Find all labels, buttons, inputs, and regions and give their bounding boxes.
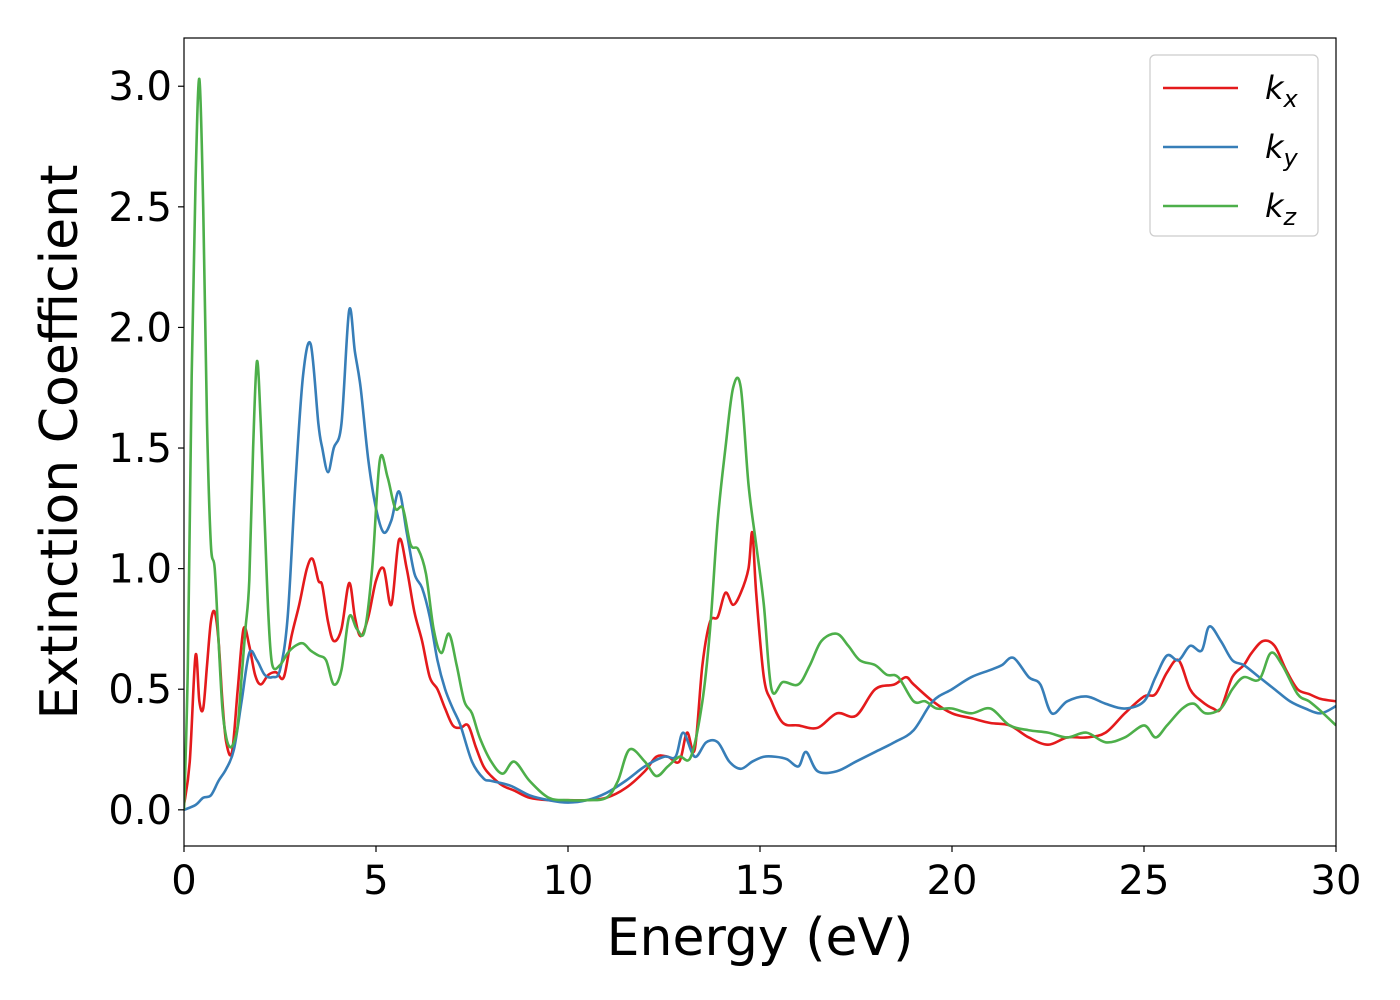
legend-box xyxy=(1149,54,1319,237)
legend-label-ky: ky xyxy=(1265,128,1299,172)
x-tick-label: 30 xyxy=(1311,858,1362,904)
legend-label-base: k xyxy=(1265,128,1285,166)
series-layer xyxy=(184,77,1336,812)
y-tick-label: 3.0 xyxy=(108,64,172,110)
legend-label-base: k xyxy=(1265,69,1285,107)
y-tick-label: 2.5 xyxy=(108,185,172,231)
y-tick-label: 0.5 xyxy=(108,667,172,713)
y-tick-label: 1.0 xyxy=(108,547,172,593)
x-tick-label: 25 xyxy=(1119,858,1170,904)
y-axis: 0.0 0.5 1.0 1.5 2.0 2.5 3.0 xyxy=(108,64,184,834)
x-tick-label: 0 xyxy=(171,858,196,904)
x-tick-label: 20 xyxy=(927,858,978,904)
y-tick-label: 1.5 xyxy=(108,426,172,472)
x-tick-label: 10 xyxy=(543,858,594,904)
series-line-kz xyxy=(184,77,1336,810)
legend-label-subscript: x xyxy=(1283,85,1299,113)
legend-label-kx: kx xyxy=(1265,69,1299,113)
x-tick-label: 5 xyxy=(363,858,388,904)
y-axis-label: Extinction Coefficient xyxy=(30,165,90,720)
legend-label-subscript: y xyxy=(1283,144,1299,172)
y-tick-label: 0.0 xyxy=(108,788,172,834)
x-axis: 0 5 10 15 20 25 30 xyxy=(171,846,1361,904)
x-tick-label: 15 xyxy=(735,858,786,904)
legend-label-base: k xyxy=(1265,187,1285,225)
x-axis-label: Energy (eV) xyxy=(607,908,914,968)
y-tick-label: 2.0 xyxy=(108,305,172,351)
series-line-ky xyxy=(184,307,1336,812)
legend-label-kz: kz xyxy=(1265,187,1298,231)
legend-label-subscript: z xyxy=(1283,203,1298,231)
